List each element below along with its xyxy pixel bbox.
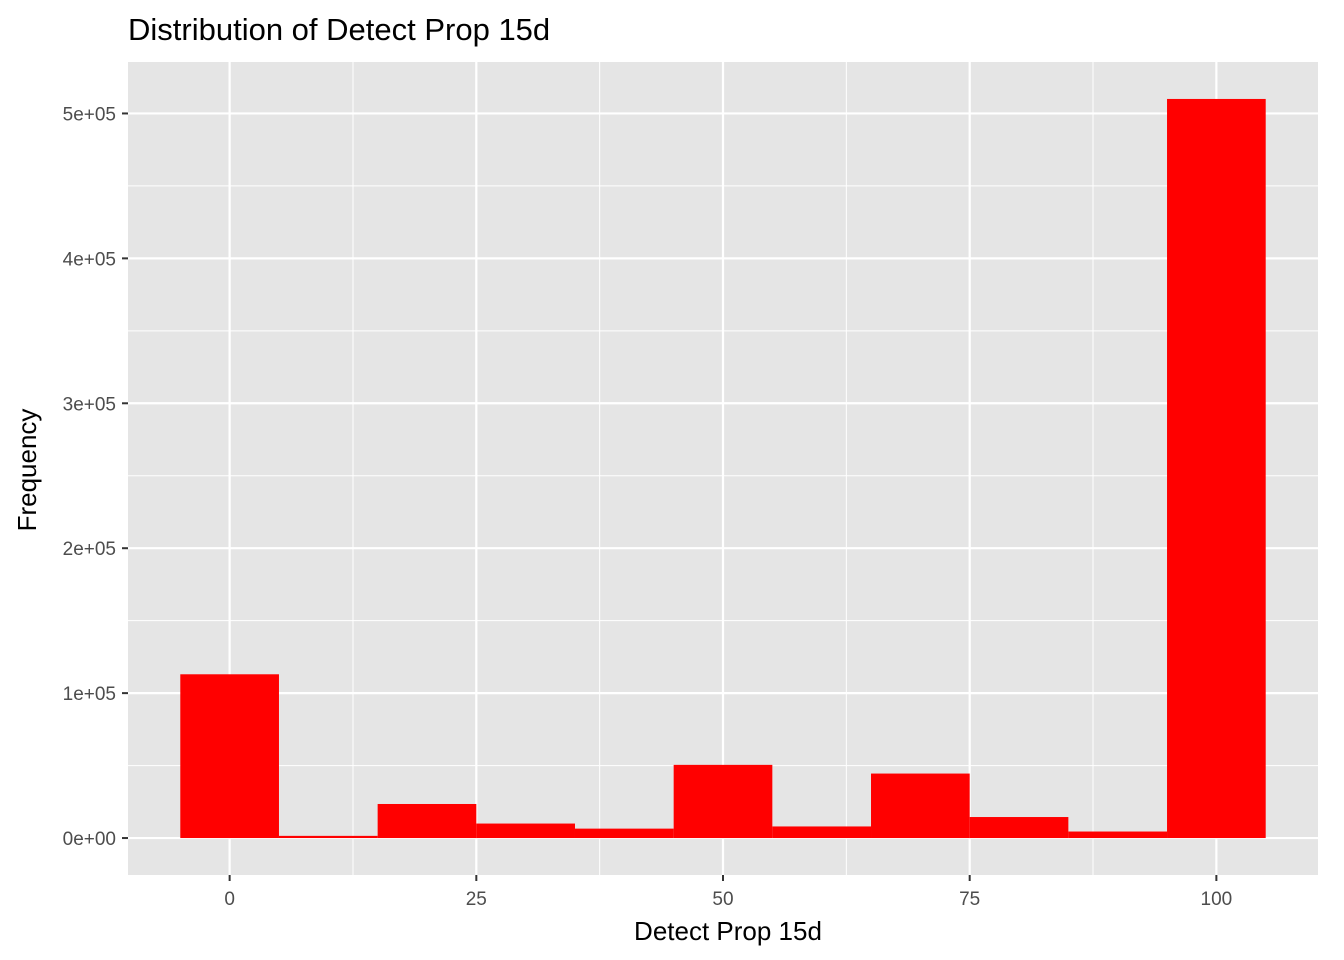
x-tick-label: 50 [712,889,733,910]
x-tick-label: 25 [466,889,487,910]
histogram-bar [278,835,378,839]
histogram-bar [673,764,773,839]
x-tick-label: 0 [224,889,235,910]
histogram-bar [377,803,477,839]
histogram-bar [476,823,575,839]
histogram-bars [180,98,1266,839]
histogram-bar [1068,831,1168,839]
x-axis: 0 25 50 75 100 [224,875,1232,910]
x-tick-label: 75 [959,889,980,910]
histogram-bar [180,674,279,839]
y-tick-label: 2e+05 [63,539,116,560]
y-tick-label: 0e+00 [63,829,116,850]
y-axis-title: Frequency [12,409,42,532]
y-tick-label: 1e+05 [63,684,116,705]
x-axis-title: Detect Prop 15d [634,916,822,946]
y-tick-label: 4e+05 [63,249,116,270]
y-axis: 0e+00 1e+05 2e+05 3e+05 4e+05 5e+05 [63,104,128,850]
histogram-bar [574,828,674,839]
histogram-bar [871,773,970,839]
chart-title: Distribution of Detect Prop 15d [128,12,550,47]
histogram-bar [1167,98,1266,839]
histogram-bar [969,817,1069,839]
y-tick-label: 3e+05 [63,394,116,415]
y-tick-label: 5e+05 [63,104,116,125]
histogram-bar [772,826,872,839]
x-tick-label: 100 [1201,889,1233,910]
